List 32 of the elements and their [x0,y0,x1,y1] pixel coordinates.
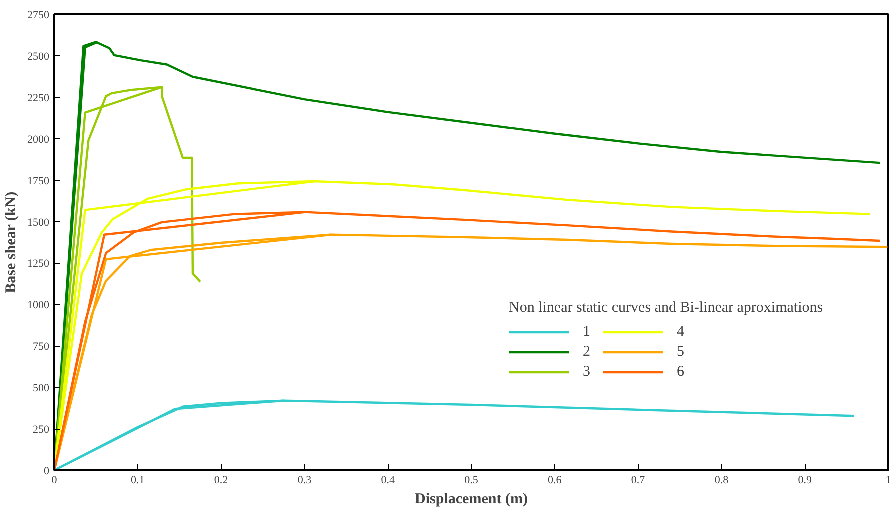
x-tick-label: 0.7 [631,474,646,486]
x-tick-label: 0.1 [131,474,145,486]
x-tick-label: 1 [886,474,892,486]
x-tick-label: 0.8 [714,474,730,486]
y-axis-title: Base shear (kN) [4,192,20,294]
x-tick-label: 0 [52,474,58,486]
y-tick-label: 0 [44,466,50,478]
x-axis-title: Displacement (m) [415,492,528,508]
y-tick-label: 1000 [28,300,50,312]
x-tick-label: 0.3 [298,474,312,486]
y-tick-label: 750 [33,341,50,354]
y-tick-label: 250 [33,424,50,436]
x-tick-label: 0.4 [381,474,396,486]
x-tick-label: 0.5 [464,474,479,486]
legend-label: 4 [677,324,686,340]
y-tick-label: 2000 [28,134,50,146]
legend-label: 6 [677,364,686,380]
y-tick-label: 2250 [28,92,50,104]
y-tick-label: 1250 [28,258,50,270]
y-tick-label: 1750 [28,175,50,188]
x-tick-label: 0.9 [798,474,812,486]
legend-title: Non linear static curves and Bi-linear aproximations [509,300,824,317]
y-tick-label: 2500 [28,50,50,63]
legend-label: 2 [583,344,592,360]
y-tick-label: 2750 [28,10,50,22]
y-tick-label: 1500 [28,216,50,229]
x-tick-label: 0.2 [214,474,228,486]
y-tick-label: 500 [33,382,50,395]
legend-label: 5 [677,344,686,360]
x-tick-label: 0.6 [548,474,562,486]
legend-label: 3 [583,364,592,380]
legend-label: 1 [583,324,592,340]
